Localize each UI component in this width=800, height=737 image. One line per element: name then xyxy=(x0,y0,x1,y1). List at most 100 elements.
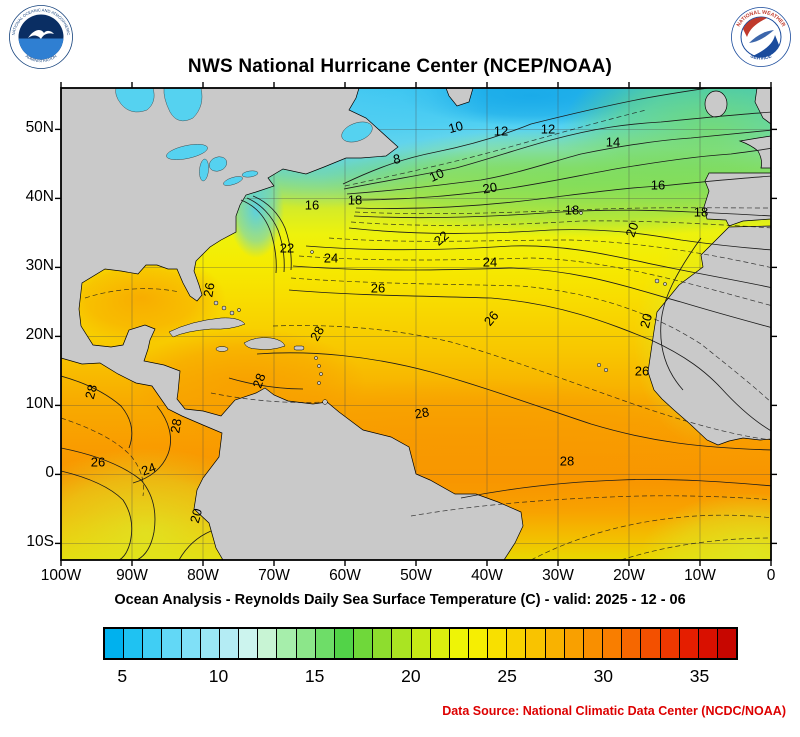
contour-label: 24 xyxy=(324,250,338,265)
isotherm-12 xyxy=(346,129,771,195)
colorbar-segment xyxy=(296,629,316,658)
nws-globe-swoosh xyxy=(749,30,774,43)
colorbar-segment xyxy=(334,629,355,658)
isotherm-dashed xyxy=(328,237,771,268)
isotherm-20 xyxy=(348,227,771,251)
isotherm-28-pacific-a xyxy=(61,375,133,449)
noaa-globe-sea xyxy=(18,38,64,60)
gulf-of-st-lawrence xyxy=(341,121,373,143)
cape-verde-island xyxy=(596,362,602,368)
colorbar-segment xyxy=(162,629,182,658)
james-bay xyxy=(163,88,203,122)
isotherm-20-africa xyxy=(660,237,702,391)
isotherm-18 xyxy=(353,209,771,219)
lake-erie xyxy=(223,176,243,186)
jamaica-island xyxy=(215,346,229,352)
lesser-antilles-island xyxy=(319,372,323,376)
isotherm-8 xyxy=(342,88,711,185)
contour-label: 28 xyxy=(249,371,268,390)
hispaniola-island xyxy=(243,337,286,350)
colorbar-segment xyxy=(373,629,393,658)
colorbar-segment xyxy=(488,629,508,658)
contour-label: 20 xyxy=(622,220,641,239)
colorbar-segment xyxy=(564,629,584,658)
contour-label: 14 xyxy=(606,134,620,149)
colorbar-segment xyxy=(392,629,412,658)
lake-superior xyxy=(166,144,208,160)
colorbar-segment xyxy=(219,629,240,658)
isotherm-dashed xyxy=(210,392,324,403)
subtitle: Ocean Analysis - Reynolds Daily Sea Surf… xyxy=(114,592,686,608)
britain-landmass xyxy=(754,88,771,125)
contour-label: 26 xyxy=(371,280,385,295)
x-tick-label: 50W xyxy=(400,567,432,584)
colorbar-segment xyxy=(411,629,431,658)
colorbar-segment xyxy=(354,629,374,658)
x-tick-label: 70W xyxy=(258,567,290,584)
isotherm-28-north xyxy=(256,352,771,451)
isotherm-28-pacific-b xyxy=(132,405,171,484)
gulf-stream-contour xyxy=(252,195,292,271)
lesser-antilles-island xyxy=(314,356,318,360)
colorbar-segment xyxy=(679,629,699,658)
x-tick-label: 80W xyxy=(187,567,219,584)
colorbar-segment xyxy=(660,629,680,658)
isotherm-dashed xyxy=(354,207,771,215)
americas-landmass xyxy=(61,88,524,560)
colorbar-tick-label: 25 xyxy=(497,666,517,686)
colorbar-segment xyxy=(507,629,527,658)
isotherm-16 xyxy=(355,175,771,209)
lake-ontario xyxy=(241,170,259,178)
page-title: NWS National Hurricane Center (NCEP/NOAA… xyxy=(187,56,613,77)
canary-island xyxy=(663,282,667,286)
data-source: Data Source: National Climatic Data Cent… xyxy=(442,704,786,718)
isotherm-dashed xyxy=(290,277,771,403)
x-tick-label: 100W xyxy=(40,567,82,584)
colorbar-segment xyxy=(718,629,737,658)
map-frame xyxy=(60,87,772,561)
lesser-antilles-island xyxy=(317,381,321,385)
x-tick-label: 10W xyxy=(684,567,716,584)
colorbar-segment xyxy=(468,629,489,658)
canary-island xyxy=(654,278,660,284)
colorbar-tick-label: 20 xyxy=(401,666,421,686)
noaa-logo: NATIONAL OCEANIC AND ATMOSPHERIC ADMINIS… xyxy=(8,4,74,70)
gulf-stream-contour xyxy=(246,197,285,273)
puerto-rico-island xyxy=(293,345,305,351)
isotherm-dashed xyxy=(620,537,771,560)
y-tick-label: 40N xyxy=(25,188,54,206)
noaa-gull-icon xyxy=(28,30,54,39)
x-tick-label: 0 xyxy=(766,567,776,584)
colorbar-segment xyxy=(239,629,259,658)
bahamas-island xyxy=(237,308,241,312)
colorbar-segment xyxy=(641,629,661,658)
isotherm-22 xyxy=(305,245,771,289)
colorbar-tick-label: 15 xyxy=(304,666,325,686)
isotherm-24 xyxy=(292,265,771,328)
x-tick-label: 90W xyxy=(116,567,148,584)
colorbar-segment xyxy=(258,629,278,658)
noaa-logo-graphic: NATIONAL OCEANIC AND ATMOSPHERIC ADMINIS… xyxy=(9,5,73,69)
x-tick-label: 40W xyxy=(471,567,503,584)
isotherm-14 xyxy=(350,147,771,201)
bermuda-island xyxy=(310,250,314,254)
y-tick-label: 20N xyxy=(25,326,54,344)
colorbar-tick-label: 10 xyxy=(208,666,229,686)
contour-label: 20 xyxy=(481,179,498,196)
ireland-landmass xyxy=(704,90,728,118)
isotherm-26-pacific xyxy=(61,447,156,560)
africa-landmass xyxy=(647,225,771,446)
greenland-tip xyxy=(445,88,474,107)
isotherm-28-caribbean xyxy=(228,377,304,390)
bahamas-island xyxy=(229,310,235,316)
contour-label: 10 xyxy=(447,118,465,136)
y-tick-label: 50N xyxy=(25,119,54,137)
colorbar-segment xyxy=(545,629,565,658)
colorbar-segment xyxy=(277,629,297,658)
colorbar-tick-label: 35 xyxy=(689,666,710,686)
contour-label: 28 xyxy=(82,383,100,401)
colorbar-segment xyxy=(181,629,201,658)
contour-label: 16 xyxy=(305,197,319,212)
